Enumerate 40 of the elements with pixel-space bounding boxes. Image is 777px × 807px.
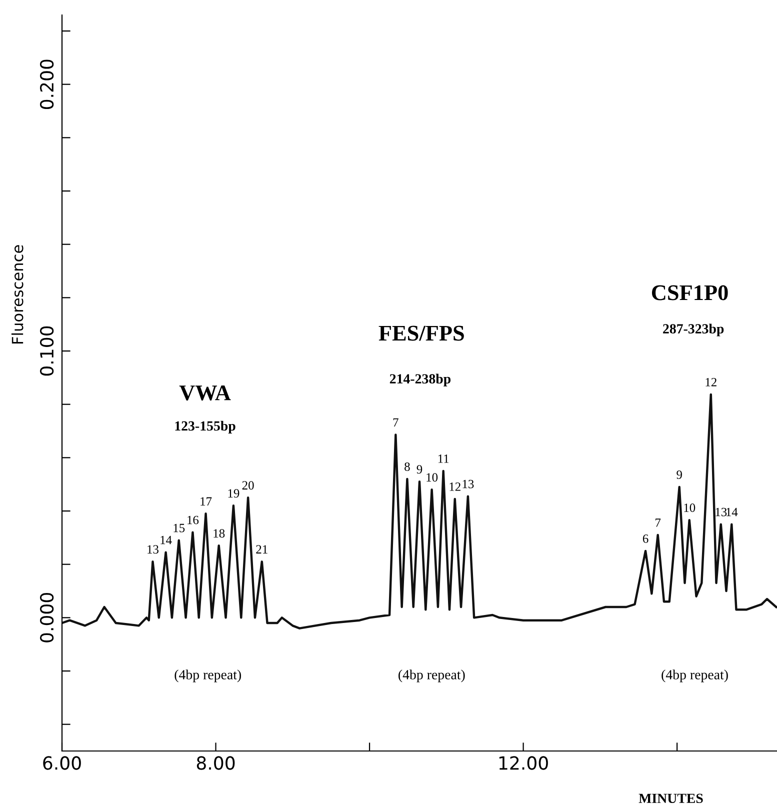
annotation: 7 xyxy=(393,418,398,427)
annotation: 9 xyxy=(676,470,682,479)
annotation: 17 xyxy=(200,497,212,506)
annotation: 14 xyxy=(726,508,738,516)
y-tick-label: 0.100 xyxy=(40,326,54,376)
x-tick-label: 12.00 xyxy=(499,756,548,770)
annotation: (4bp repeat) xyxy=(398,670,465,682)
x-tick-label: 8.00 xyxy=(196,756,235,770)
annotation: FES/FPS xyxy=(378,326,464,341)
annotation: 7 xyxy=(656,518,661,527)
annotation: 10 xyxy=(684,504,696,512)
annotation: 123-155bp xyxy=(175,420,236,434)
annotation: 12 xyxy=(706,378,716,386)
annotation: 14 xyxy=(160,536,172,544)
annotation: 18 xyxy=(214,529,225,538)
annotation: 16 xyxy=(188,516,199,524)
annotation: (4bp repeat) xyxy=(662,670,728,682)
annotation: 214-238bp xyxy=(390,374,451,386)
annotation: 15 xyxy=(174,524,185,532)
annotation: 287-323bp xyxy=(663,324,724,336)
annotation: VWA xyxy=(179,385,231,400)
annotation: CSF1P0 xyxy=(652,285,728,300)
annotation: 11 xyxy=(438,454,449,463)
annotation: 13 xyxy=(148,545,158,554)
annotation: 9 xyxy=(416,465,422,474)
annotation: 13 xyxy=(716,508,727,516)
annotation: 13 xyxy=(462,480,474,488)
annotation: (4bp repeat) xyxy=(174,670,241,682)
x-tick-label: 6.00 xyxy=(43,756,81,770)
annotation: 8 xyxy=(404,462,410,471)
y-tick-label: 0.000 xyxy=(40,593,54,642)
annotation: 19 xyxy=(228,489,240,498)
annotation: 20 xyxy=(242,481,254,490)
annotation: 10 xyxy=(426,473,438,482)
y-tick-label: 0.200 xyxy=(40,60,54,109)
y-axis-title: Fluorescence xyxy=(11,245,24,344)
annotation: 12 xyxy=(450,482,460,491)
x-axis-title: MINUTES xyxy=(638,794,703,804)
annotation: 6 xyxy=(642,534,648,543)
annotation: 21 xyxy=(256,545,268,554)
